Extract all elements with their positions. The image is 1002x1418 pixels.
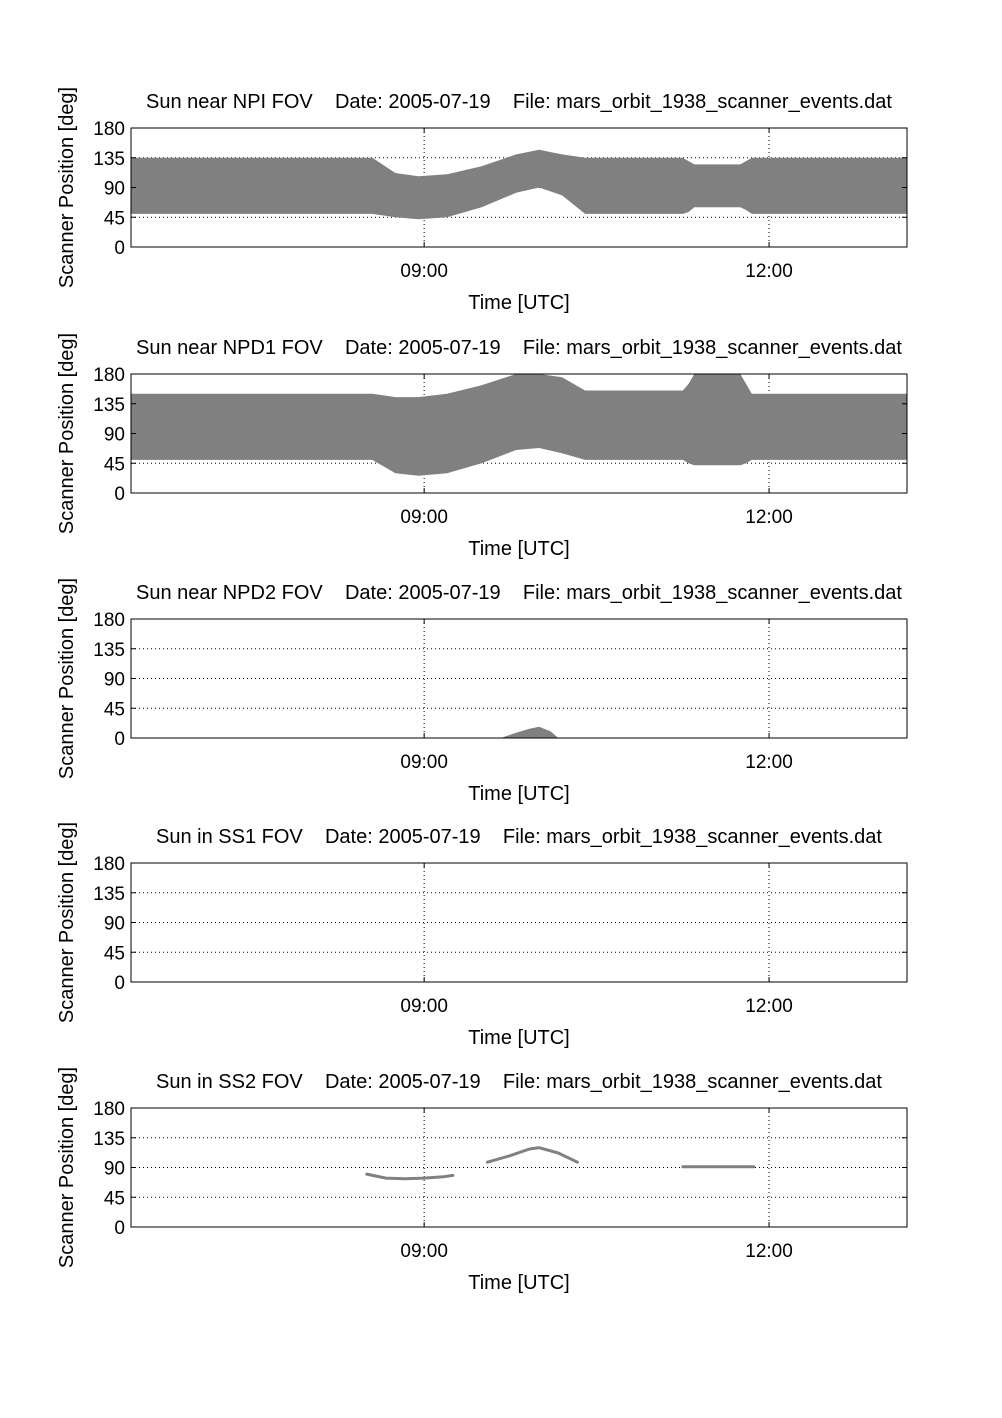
x-tick-label: 09:00 <box>400 261 448 282</box>
y-axis-label: Scanner Position [deg] <box>56 87 78 288</box>
y-tick-label: 180 <box>93 119 125 140</box>
y-tick-label: 180 <box>93 610 125 631</box>
sun-band-1 <box>131 374 907 476</box>
x-axis-label: Time [UTC] <box>468 783 569 805</box>
y-tick-label: 90 <box>104 670 125 691</box>
x-axis-label: Time [UTC] <box>468 1272 569 1294</box>
y-tick-label: 45 <box>104 699 125 720</box>
y-tick-label: 90 <box>104 179 125 200</box>
sun-band-1 <box>131 149 907 220</box>
y-tick-label: 0 <box>114 729 125 750</box>
panel-3: 0 45 90 135 180 09:00 12:00 Sun near NPD2 FOV D… <box>56 578 908 805</box>
x-tick-label: 12:00 <box>745 261 793 282</box>
y-tick-label: 135 <box>93 884 125 905</box>
y-tick-label: 135 <box>93 640 125 661</box>
chart-title: Sun near NPI FOV Date: 2005-07-19 File: … <box>146 91 892 113</box>
y-tick-label: 180 <box>93 365 125 386</box>
x-axis-label: Time [UTC] <box>468 292 569 314</box>
y-tick-label: 135 <box>93 149 125 170</box>
panel-4: 0 45 90 135 180 09:00 12:00 Sun in SS1 FOV Date… <box>56 822 908 1049</box>
chart-title: Sun in SS1 FOV Date: 2005-07-19 File: ma… <box>156 826 882 848</box>
y-axis-label: Scanner Position [deg] <box>56 822 78 1023</box>
y-tick-label: 0 <box>114 973 125 994</box>
x-tick-label: 12:00 <box>745 1241 793 1262</box>
y-tick-label: 90 <box>104 1159 125 1180</box>
y-tick-label: 0 <box>114 484 125 505</box>
sun-band-1 <box>500 726 559 738</box>
y-tick-label: 0 <box>114 1218 125 1239</box>
x-tick-label: 09:00 <box>400 752 448 773</box>
y-axis-label: Scanner Position [deg] <box>56 578 78 779</box>
y-tick-label: 45 <box>104 943 125 964</box>
y-axis-label: Scanner Position [deg] <box>56 1067 78 1268</box>
y-tick-label: 135 <box>93 1129 125 1150</box>
panel-1: 0 45 90 135 180 09:00 12:00 Sun near NPI FOV Da… <box>56 87 908 314</box>
y-tick-label: 135 <box>93 395 125 416</box>
y-tick-label: 45 <box>104 1188 125 1209</box>
x-tick-label: 09:00 <box>400 507 448 528</box>
sun-track-2 <box>485 1146 579 1164</box>
y-tick-label: 45 <box>104 208 125 229</box>
x-tick-label: 12:00 <box>745 752 793 773</box>
chart-title: Sun near NPD1 FOV Date: 2005-07-19 File:… <box>136 337 902 359</box>
y-tick-label: 180 <box>93 1099 125 1120</box>
y-tick-label: 0 <box>114 238 125 259</box>
chart-title: Sun near NPD2 FOV Date: 2005-07-19 File:… <box>136 582 902 604</box>
chart-title: Sun in SS2 FOV Date: 2005-07-19 File: ma… <box>156 1071 882 1093</box>
x-axis-label: Time [UTC] <box>468 538 569 560</box>
y-tick-label: 90 <box>104 914 125 935</box>
panel-5: 0 45 90 135 180 09:00 12:00 Sun in SS2 FOV Date… <box>56 1067 908 1294</box>
sun-track-1 <box>365 1172 455 1181</box>
x-tick-label: 12:00 <box>745 996 793 1017</box>
panel-2: 0 45 90 135 180 09:00 12:00 Sun near NPD1 FOV D… <box>56 333 908 560</box>
y-tick-label: 180 <box>93 854 125 875</box>
x-tick-label: 12:00 <box>745 507 793 528</box>
x-tick-label: 09:00 <box>400 1241 448 1262</box>
y-tick-label: 90 <box>104 425 125 446</box>
x-tick-label: 09:00 <box>400 996 448 1017</box>
x-axis-label: Time [UTC] <box>468 1027 569 1049</box>
y-axis-label: Scanner Position [deg] <box>56 333 78 534</box>
y-tick-label: 45 <box>104 454 125 475</box>
